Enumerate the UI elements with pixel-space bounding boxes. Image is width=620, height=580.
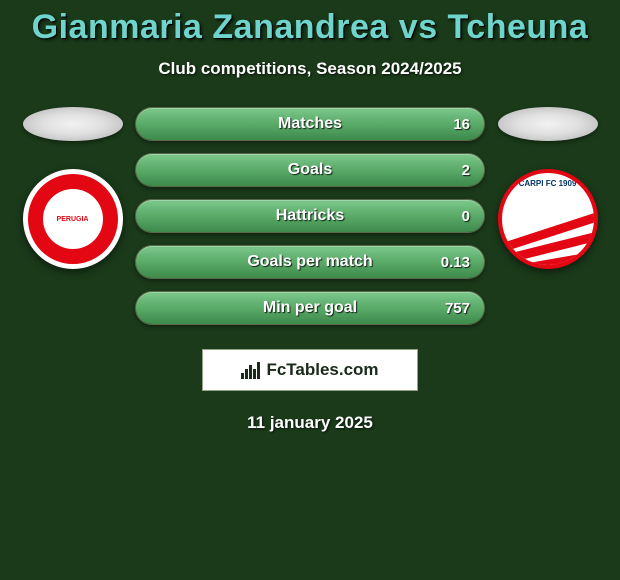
bar-chart-icon [241, 362, 260, 379]
stat-bar: Goals2 [135, 153, 485, 187]
source-logo-text: FcTables.com [266, 360, 378, 380]
stat-bar: Matches16 [135, 107, 485, 141]
club-badge-right-stripes [502, 173, 594, 265]
stat-right-value: 0 [462, 208, 470, 225]
source-logo[interactable]: FcTables.com [202, 349, 418, 391]
date-text: 11 january 2025 [0, 413, 620, 433]
stat-bar: Goals per match0.13 [135, 245, 485, 279]
subtitle: Club competitions, Season 2024/2025 [0, 59, 620, 79]
stat-right-value: 0.13 [441, 254, 470, 271]
comparison-card: Gianmaria Zanandrea vs Tcheuna Club comp… [0, 0, 620, 580]
stat-right-value: 2 [462, 162, 470, 179]
player-silhouette-right [498, 107, 598, 141]
stat-label: Min per goal [136, 299, 484, 317]
stat-label: Matches [136, 115, 484, 133]
stats-column: Matches16 Goals2 Hattricks0 Goals per match… [135, 107, 485, 337]
page-title: Gianmaria Zanandrea vs Tcheuna [0, 8, 620, 47]
stat-right-value: 757 [445, 300, 470, 317]
main-row: PERUGIA Matches16 Goals2 Hattricks0 Goals p… [0, 107, 620, 337]
club-badge-right: CARPI FC 1909 [498, 169, 598, 269]
club-badge-left-inner: PERUGIA [43, 189, 103, 249]
stat-label: Goals per match [136, 253, 484, 271]
stat-right-value: 16 [453, 116, 470, 133]
club-badge-left: PERUGIA [23, 169, 123, 269]
stat-label: Hattricks [136, 207, 484, 225]
right-player-col: CARPI FC 1909 [495, 107, 600, 269]
stat-bar: Min per goal757 [135, 291, 485, 325]
player-silhouette-left [23, 107, 123, 141]
stat-bar: Hattricks0 [135, 199, 485, 233]
stat-label: Goals [136, 161, 484, 179]
left-player-col: PERUGIA [20, 107, 125, 269]
